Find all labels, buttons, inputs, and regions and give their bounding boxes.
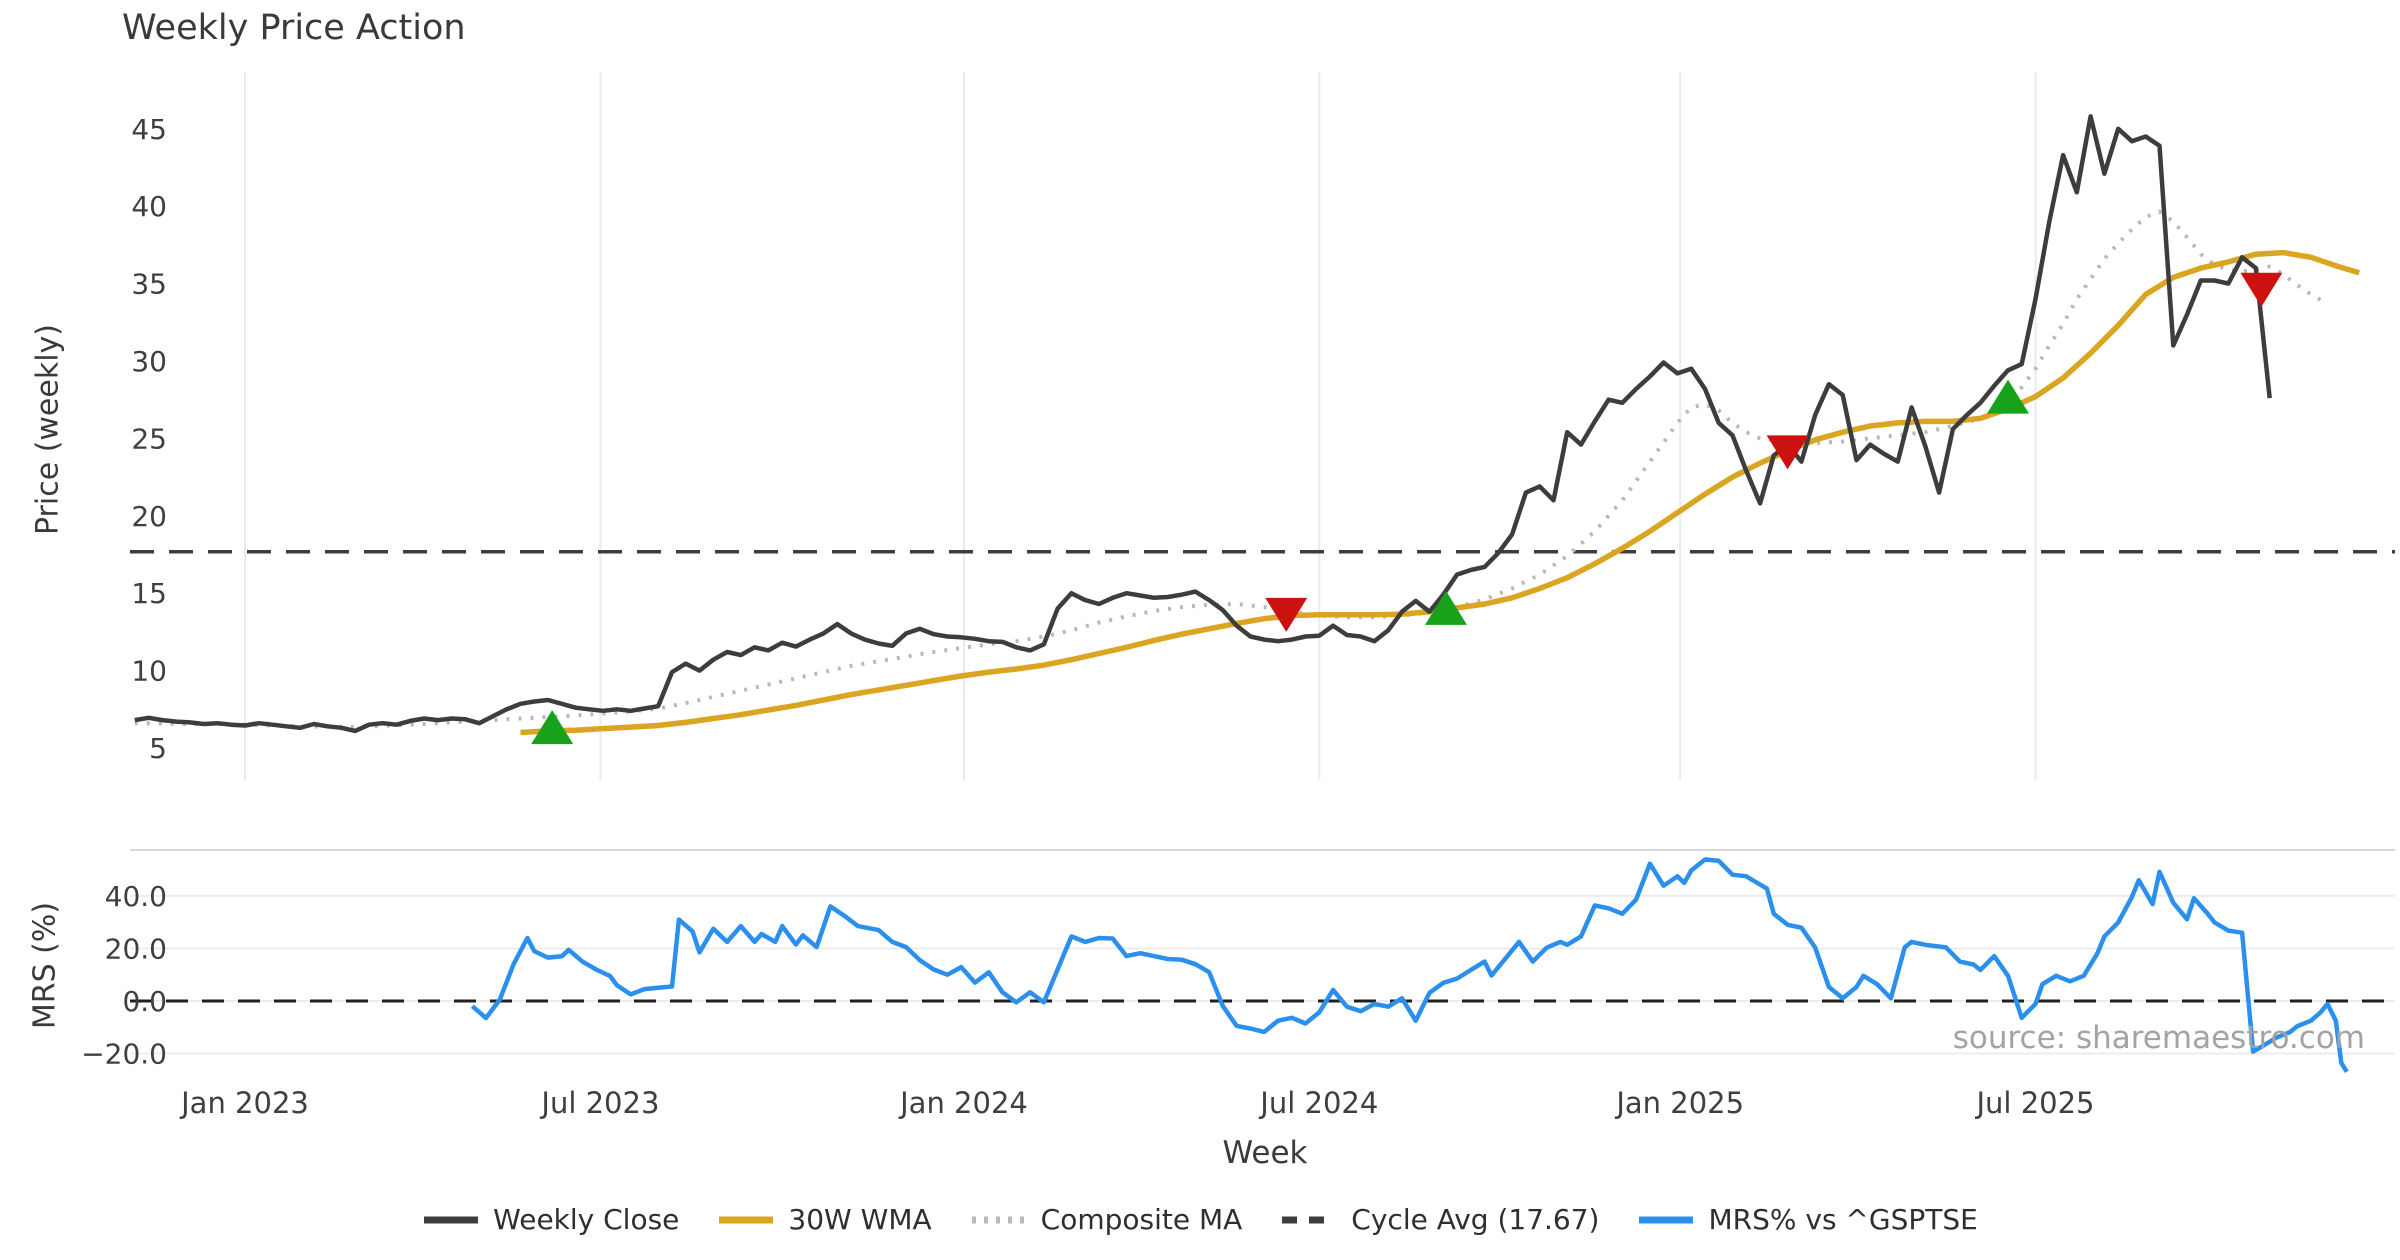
- mrs-y-tick-label: 40.0: [105, 880, 167, 913]
- legend: Weekly Close 30W WMA Composite MA Cycle Avg…: [0, 1203, 2400, 1236]
- legend-item-30w-wma: 30W WMA: [717, 1203, 932, 1236]
- buy-signal-marker: [1425, 590, 1468, 625]
- buy-signal-marker: [1986, 379, 2029, 414]
- x-tick-label: Jul 2023: [539, 1086, 659, 1120]
- x-tick-label: Jul 2024: [1258, 1086, 1378, 1120]
- chart-title: Weekly Price Action: [122, 8, 466, 48]
- mrs-y-tick-label: 20.0: [105, 932, 167, 965]
- price-y-tick-label: 25: [131, 422, 167, 455]
- legend-swatch: [1639, 1216, 1694, 1223]
- price-y-tick-label: 30: [131, 345, 167, 378]
- sell-signal-marker: [1265, 597, 1308, 632]
- legend-item-cycle-avg-17-67-: Cycle Avg (17.67): [1280, 1203, 1599, 1236]
- x-axis-label: Week: [1222, 1135, 1308, 1171]
- composite-ma-line: [134, 209, 2326, 730]
- price-y-tick-label: 15: [131, 577, 167, 610]
- price-y-tick-label: 35: [131, 268, 167, 301]
- x-tick-label: Jan 2024: [898, 1086, 1028, 1120]
- legend-label: Composite MA: [1040, 1203, 1243, 1236]
- legend-label: Cycle Avg (17.67): [1351, 1203, 1600, 1236]
- legend-swatch: [719, 1216, 774, 1223]
- price-y-tick-label: 20: [131, 500, 167, 533]
- x-tick-label: Jan 2025: [1614, 1086, 1744, 1120]
- wma-line: [520, 249, 2360, 736]
- legend-item-mrs-vs-gsptse: MRS% vs ^GSPTSE: [1637, 1203, 1978, 1236]
- mrs-y-tick-label: 0.0: [122, 985, 167, 1018]
- legend-label: 30W WMA: [788, 1203, 932, 1236]
- legend-label: MRS% vs ^GSPTSE: [1708, 1203, 1978, 1236]
- mrs-y-tick-label: −20.0: [81, 1037, 167, 1070]
- weekly-close-line: [134, 114, 2272, 734]
- sell-signal-marker: [1766, 435, 1809, 470]
- mrs-line: [470, 857, 2349, 1073]
- x-tick-label: Jan 2023: [179, 1086, 309, 1120]
- price-y-tick-label: 45: [131, 113, 167, 146]
- legend-swatch: [1282, 1216, 1337, 1223]
- legend-item-weekly-close: Weekly Close: [422, 1203, 679, 1236]
- buy-signal-marker: [531, 710, 574, 745]
- x-tick-label: Jul 2025: [1974, 1086, 2094, 1120]
- legend-swatch: [424, 1216, 479, 1223]
- price-y-tick-label: 5: [149, 732, 167, 765]
- legend-label: Weekly Close: [493, 1203, 680, 1236]
- price-y-tick-label: 10: [131, 655, 167, 688]
- source-note: source: sharemaestro.com: [1952, 1020, 2365, 1056]
- sell-signal-marker: [2240, 272, 2283, 307]
- legend-swatch: [971, 1216, 1026, 1223]
- legend-item-composite-ma: Composite MA: [970, 1203, 1243, 1236]
- price-y-tick-label: 40: [131, 190, 167, 223]
